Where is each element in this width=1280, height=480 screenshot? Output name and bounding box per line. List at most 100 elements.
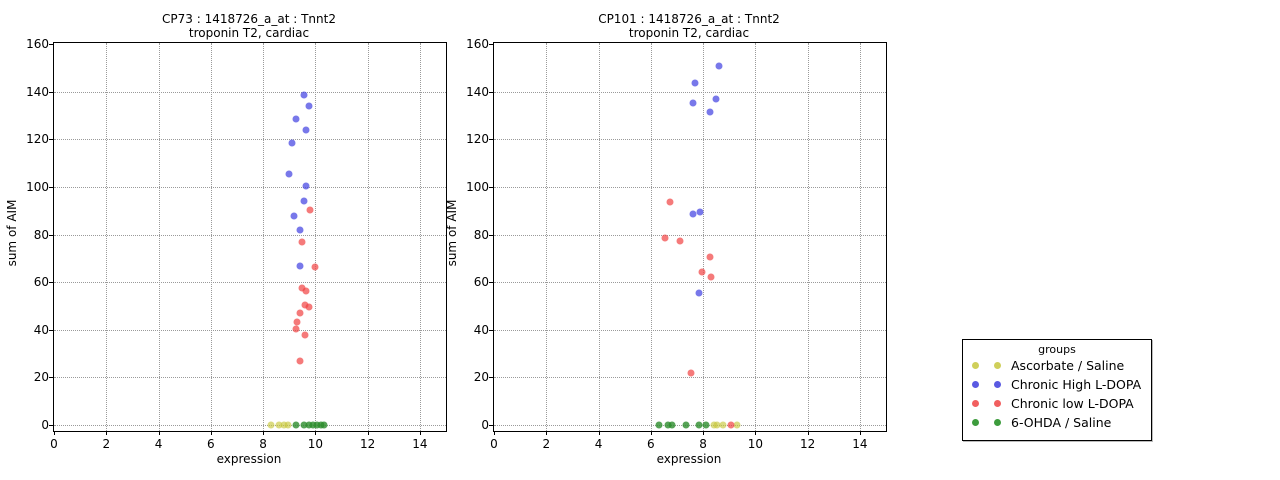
y-tick-mark (489, 234, 493, 236)
x-tick-mark (367, 431, 369, 435)
y-tick-label: 60 (33, 275, 49, 290)
gridline (598, 43, 600, 431)
gridline (703, 43, 705, 431)
y-tick-mark (489, 187, 493, 188)
x-tick-label: 12 (799, 437, 816, 451)
data-point (733, 421, 741, 429)
data-point (302, 182, 310, 190)
data-point (702, 421, 710, 429)
gridline (54, 282, 446, 284)
plot-title-line2: troponin T2, cardiac (188, 26, 310, 40)
legend-marker-icon (972, 362, 979, 369)
gridline (494, 377, 886, 379)
gridline (494, 234, 886, 236)
y-tick-mark (49, 282, 53, 284)
data-point (655, 421, 663, 429)
gridline (54, 234, 446, 236)
gridline (54, 425, 446, 427)
x-tick-mark (598, 431, 600, 435)
x-tick-label: 0 (490, 437, 498, 451)
x-tick-label: 0 (50, 437, 58, 451)
data-point (301, 331, 309, 339)
data-point (267, 421, 275, 429)
data-point (695, 289, 703, 297)
legend-marker-icon (994, 400, 1001, 407)
data-point (284, 421, 292, 429)
data-point (296, 226, 304, 234)
y-tick-label: 0 (481, 418, 489, 433)
y-tick-label: 40 (473, 322, 489, 337)
data-point (712, 95, 720, 103)
plot-title-line1: CP101 : 1418726_a_at : Tnnt2 (598, 12, 780, 26)
data-point (309, 421, 317, 429)
y-tick-mark (49, 329, 53, 331)
x-tick-label: 8 (699, 437, 707, 451)
data-point (687, 369, 695, 377)
x-tick-label: 2 (542, 437, 551, 451)
data-point (715, 62, 723, 70)
data-point (706, 108, 714, 116)
gridline (158, 43, 160, 431)
plot-area-cp101: 0 2 4 6 8 10 12 14 0 20 40 60 80 100 120 140 160 (466, 37, 887, 451)
y-tick-mark (49, 377, 53, 379)
y-tick-label: 0 (41, 418, 49, 433)
y-tick-label: 160 (26, 37, 49, 52)
data-point (296, 309, 304, 317)
gridline (494, 139, 886, 141)
legend-marker-icon (994, 419, 1001, 426)
data-point (696, 208, 704, 216)
y-tick-label: 60 (473, 275, 489, 290)
data-point (305, 303, 313, 311)
data-point (302, 126, 310, 134)
legend-marker-icon (972, 419, 979, 426)
x-tick-mark (106, 431, 108, 435)
data-point (689, 99, 697, 106)
x-tick-mark (650, 431, 652, 435)
data-point (713, 421, 721, 429)
data-point (676, 237, 684, 245)
y-tick-label: 120 (26, 132, 49, 147)
data-point (296, 262, 304, 270)
y-tick-mark (489, 139, 493, 141)
x-tick-label: 6 (206, 437, 215, 451)
gridline (859, 43, 861, 431)
y-tick-mark (489, 425, 493, 427)
gridline (546, 43, 548, 431)
data-point (320, 421, 328, 429)
data-point (292, 421, 300, 429)
gridline (494, 91, 886, 93)
plot-title-cp101: CP101 : 1418726_a_at : Tnnt2 troponin T2… (493, 12, 885, 40)
gridline (807, 43, 809, 431)
legend-item-label: Chronic High L-DOPA (1011, 377, 1142, 392)
data-point (285, 170, 293, 178)
data-point (280, 421, 288, 429)
x-tick-mark (546, 431, 548, 435)
x-tick-label: 10 (747, 437, 763, 451)
gridline (755, 43, 757, 431)
x-tick-mark (703, 431, 705, 435)
data-point (296, 357, 304, 365)
gridline (54, 187, 446, 188)
y-tick-mark (489, 282, 493, 284)
x-tick-mark (807, 431, 809, 435)
gridline (54, 91, 446, 93)
x-axis-label: expression (656, 452, 722, 466)
gridline (210, 43, 212, 431)
x-tick-mark (419, 431, 421, 435)
data-point (317, 421, 325, 429)
gridline (54, 329, 446, 331)
data-point (275, 421, 283, 429)
data-point (293, 318, 301, 325)
data-point (682, 421, 690, 429)
legend-box: groups Ascorbate / Saline Chronic High L-… (962, 339, 1152, 441)
gridline (315, 43, 317, 431)
x-tick-mark (263, 431, 265, 435)
data-point (306, 206, 314, 214)
y-tick-mark (49, 425, 53, 427)
y-tick-label: 140 (26, 84, 49, 99)
legend-item: Chronic High L-DOPA (963, 375, 1151, 394)
x-tick-label: 14 (852, 437, 868, 451)
x-tick-label: 12 (359, 437, 376, 451)
y-tick-label: 20 (33, 370, 49, 385)
x-tick-label: 4 (594, 437, 603, 451)
